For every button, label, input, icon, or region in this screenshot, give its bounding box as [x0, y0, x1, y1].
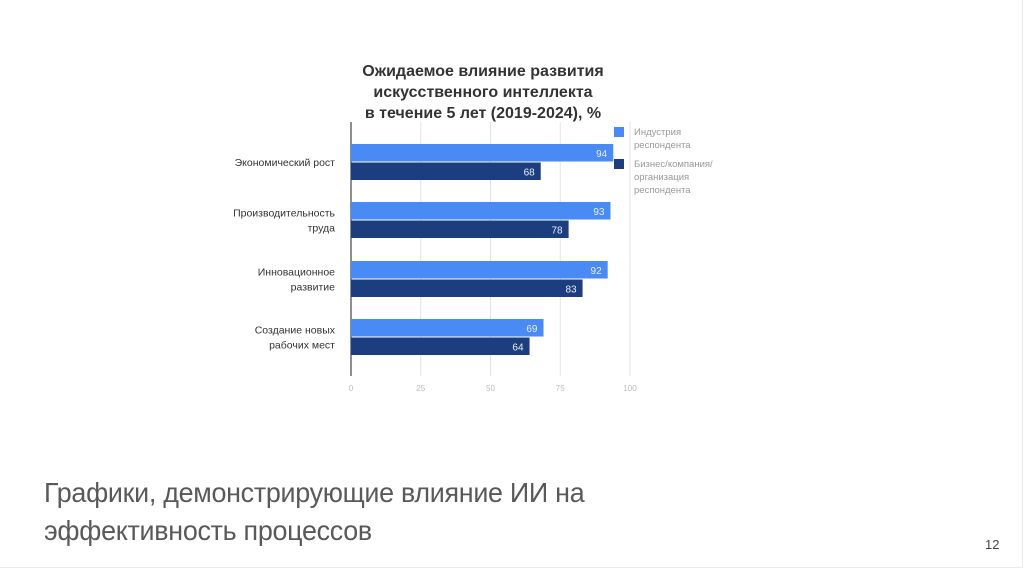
category-label: Инновационное	[258, 267, 335, 279]
caption-line: эффективность процессов	[44, 515, 372, 546]
legend-label: Индустрия	[634, 127, 681, 138]
category-label: Создание новых	[255, 325, 336, 337]
legend-swatch	[614, 159, 624, 169]
slide-caption: Графики, демонстрирующие влияние ИИ на э…	[44, 474, 585, 550]
bar	[351, 220, 569, 238]
legend-label: респондента	[634, 140, 691, 151]
bar	[351, 279, 583, 297]
category-label: развитие	[291, 282, 335, 294]
legend-label: организация	[634, 172, 689, 183]
page-number: 12	[985, 537, 1000, 552]
x-tick-label: 0	[349, 384, 354, 393]
bar-data-label: 94	[596, 149, 608, 160]
legend-label: респондента	[634, 185, 691, 196]
category-label: Производительность	[233, 208, 335, 220]
x-tick-label: 50	[486, 384, 495, 393]
bar	[351, 162, 541, 180]
bar-data-label: 83	[565, 284, 577, 295]
category-label: Экономический рост	[235, 157, 336, 169]
bar-data-label: 64	[512, 342, 524, 353]
x-tick-label: 100	[623, 384, 637, 393]
bar-data-label: 93	[593, 207, 605, 218]
chart-title: искусственного интеллекта	[373, 84, 592, 101]
bar	[351, 202, 611, 220]
x-tick-label: 25	[416, 384, 425, 393]
legend-swatch	[614, 127, 624, 137]
x-tick-label: 75	[556, 384, 565, 393]
chart-title: в течение 5 лет (2019-2024), %	[365, 105, 601, 122]
bar	[351, 144, 614, 162]
bar	[351, 261, 608, 279]
legend-label: Бизнес/компания/	[634, 159, 713, 170]
caption-line: Графики, демонстрирующие влияние ИИ на	[44, 477, 585, 508]
bar-chart: Ожидаемое влияние развития искусственного…	[233, 63, 713, 393]
bar-data-label: 92	[591, 266, 603, 277]
bar	[351, 319, 544, 337]
bar-data-label: 78	[551, 225, 563, 236]
chart-title: Ожидаемое влияние развития	[362, 63, 603, 80]
bar-data-label: 69	[526, 324, 538, 335]
bar	[351, 337, 530, 355]
category-label: рабочих мест	[269, 340, 335, 352]
category-label: труда	[308, 223, 336, 235]
bar-data-label: 68	[524, 167, 536, 178]
